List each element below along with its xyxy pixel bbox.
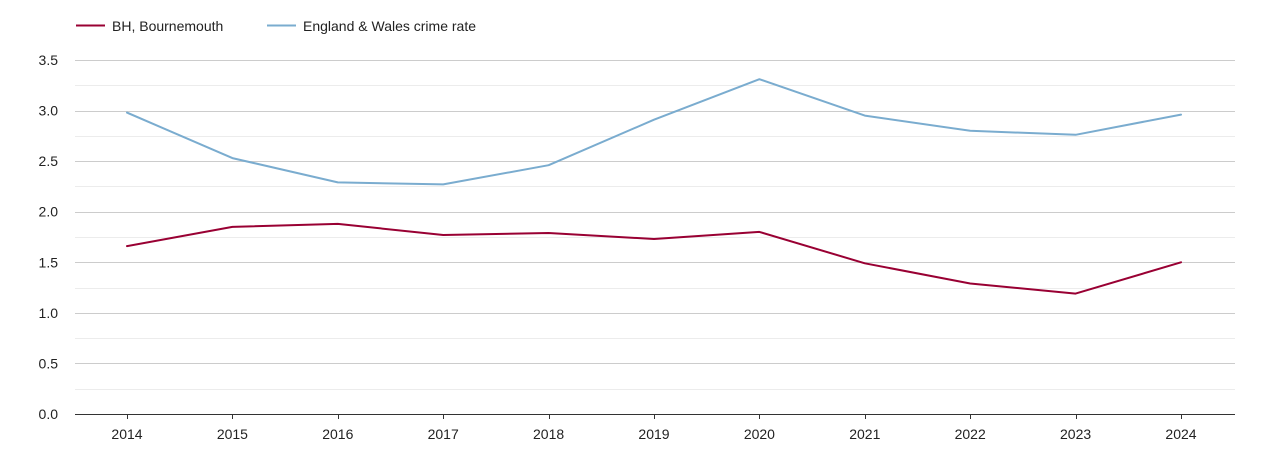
legend-label: BH, Bournemouth: [112, 18, 223, 34]
y-tick-label: 0.0: [39, 406, 59, 422]
x-tick-label: 2014: [111, 426, 142, 442]
x-tick-label: 2024: [1165, 426, 1196, 442]
y-tick-label: 0.5: [39, 355, 59, 371]
x-tick-label: 2019: [638, 426, 669, 442]
series-line-2: [126, 78, 1182, 186]
x-axis-tick-labels: 2014 2015 2016 2017 2018 2019 2020 2021 2022 2023…: [111, 414, 1197, 442]
grid-lines: [75, 60, 1235, 415]
x-tick-label: 2023: [1060, 426, 1091, 442]
y-axis-tick-labels: 0.0 0.5 1.0 1.5 2.0 2.5 3.0 3.5: [39, 52, 59, 422]
x-tick-label: 2022: [955, 426, 986, 442]
y-tick-label: 3.5: [39, 52, 59, 68]
x-tick-label: 2015: [217, 426, 248, 442]
x-tick-label: 2021: [849, 426, 880, 442]
y-tick-label: 2.5: [39, 153, 59, 169]
y-tick-label: 3.0: [39, 103, 59, 119]
series-line-1: [126, 222, 1182, 295]
x-tick-label: 2018: [533, 426, 564, 442]
x-tick-label: 2017: [428, 426, 459, 442]
series-lines: [126, 78, 1182, 295]
x-tick-label: 2016: [322, 426, 353, 442]
legend: BH, Bournemouth England & Wales crime rat…: [76, 18, 476, 34]
x-tick-label: 2020: [744, 426, 775, 442]
y-tick-label: 2.0: [39, 204, 59, 220]
y-tick-label: 1.0: [39, 305, 59, 321]
y-tick-label: 1.5: [39, 254, 59, 270]
legend-label: England & Wales crime rate: [303, 18, 476, 34]
